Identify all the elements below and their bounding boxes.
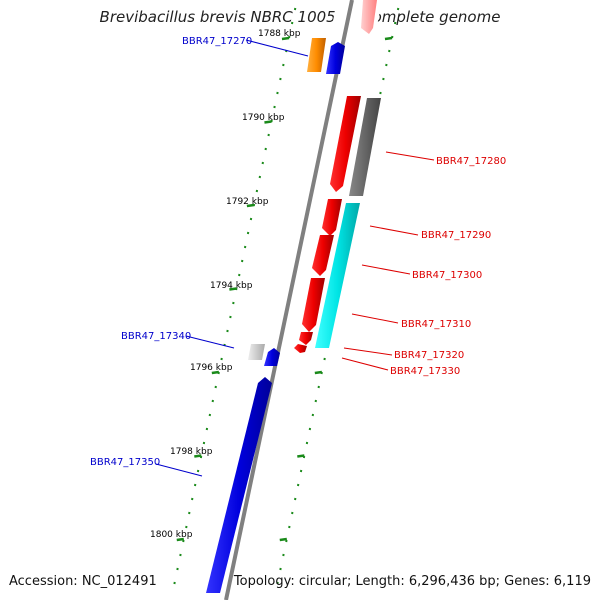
gene-arrow-partial-top[interactable] — [361, 0, 377, 34]
gene-grey-light-feature[interactable] — [248, 344, 265, 360]
tick-mark-1788 — [281, 36, 290, 41]
tick-label-1800: 1800 kbp — [150, 530, 193, 540]
leader-BBR47_17300 — [361, 264, 411, 275]
gene-BBR47_17320[interactable] — [299, 332, 313, 345]
gene-BBR47_17340[interactable] — [264, 348, 280, 366]
tick-mark-1800 — [279, 537, 287, 542]
tick-mark-1796 — [211, 370, 220, 375]
leader-BBR47_17270 — [245, 39, 309, 57]
tick-label-1794: 1794 kbp — [210, 281, 253, 291]
tick-mark-1792 — [246, 203, 255, 208]
tick-label-1788: 1788 kbp — [258, 29, 301, 39]
gene-label-BBR47_17290[interactable]: BBR47_17290 — [421, 230, 491, 241]
tick-mark-1788 — [384, 36, 393, 41]
gene-label-BBR47_17280[interactable]: BBR47_17280 — [436, 156, 506, 167]
accession-text: Accession: NC_012491 — [9, 574, 157, 589]
tick-mark-1790 — [264, 120, 272, 124]
gene-label-BBR47_17310[interactable]: BBR47_17310 — [401, 319, 471, 330]
genome-backbone — [224, 0, 354, 600]
leader-BBR47_17330 — [341, 357, 389, 371]
tick-mark-1794 — [229, 287, 237, 291]
leader-BBR47_17350 — [155, 463, 203, 477]
genome-info-text: Topology: circular; Length: 6,296,436 bp… — [233, 574, 591, 589]
gene-BBR47_17290[interactable] — [322, 199, 342, 236]
gene-label-BBR47_17320[interactable]: BBR47_17320 — [394, 350, 464, 361]
gene-BBR47_17300[interactable] — [312, 235, 334, 276]
gene-label-BBR47_17300[interactable]: BBR47_17300 — [412, 270, 482, 281]
genome-title: Brevibacillus brevis NBRC 100599, comple… — [99, 8, 501, 26]
gene-label-BBR47_17330[interactable]: BBR47_17330 — [390, 366, 460, 377]
leader-BBR47_17320 — [343, 347, 393, 356]
gene-features — [206, 0, 381, 593]
tick-label-1792: 1792 kbp — [226, 197, 269, 207]
gene-BBR47_17350[interactable] — [206, 377, 272, 593]
leader-BBR47_17280 — [385, 151, 435, 161]
gene-label-BBR47_17350[interactable]: BBR47_17350 — [90, 457, 160, 468]
gene-label-BBR47_17340[interactable]: BBR47_17340 — [121, 331, 191, 342]
gene-BBR47_17270[interactable] — [326, 42, 345, 74]
leader-BBR47_17290 — [369, 225, 419, 236]
tick-mark-1800 — [176, 537, 184, 542]
gene-grey-feature[interactable] — [349, 98, 381, 196]
tick-label-1796: 1796 kbp — [190, 363, 233, 373]
tick-mark-1798 — [297, 454, 305, 458]
tick-mark-1798 — [194, 454, 202, 458]
gene-labels: BBR47_17270 BBR47_17280 BBR47_17290 BBR4… — [90, 36, 506, 468]
tick-mark-1796 — [314, 370, 323, 375]
gene-orange-feature[interactable] — [307, 38, 326, 72]
gene-BBR47_17280[interactable] — [330, 96, 361, 192]
gene-cyan-feature[interactable] — [315, 203, 360, 348]
tick-label-1798: 1798 kbp — [170, 447, 213, 457]
tick-label-1790: 1790 kbp — [242, 113, 285, 123]
leader-BBR47_17310 — [351, 313, 399, 324]
scale-tick-labels: 1788 kbp 1790 kbp 1792 kbp 1794 kbp 1796… — [150, 29, 301, 540]
gene-BBR47_17330[interactable] — [294, 344, 307, 353]
label-leaders — [155, 39, 435, 477]
gene-BBR47_17310[interactable] — [302, 278, 325, 332]
gene-label-BBR47_17270[interactable]: BBR47_17270 — [182, 36, 252, 47]
leader-BBR47_17340 — [185, 335, 235, 349]
